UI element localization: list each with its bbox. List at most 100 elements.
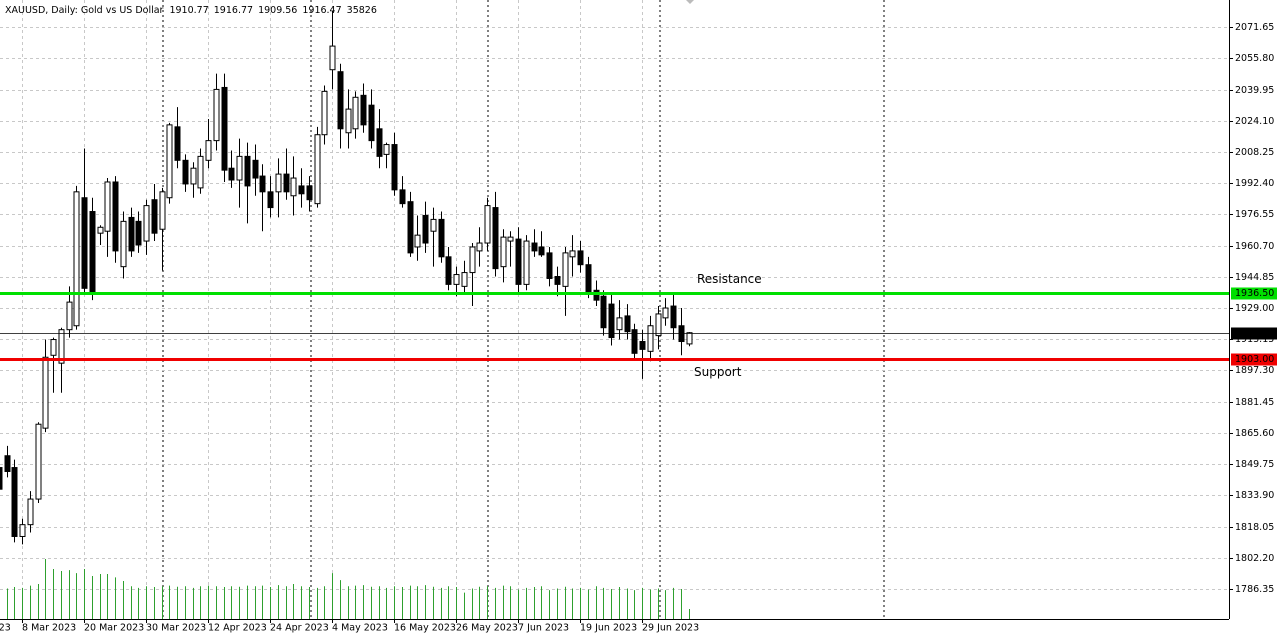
candle-body [228, 167, 235, 181]
candle-body [66, 301, 73, 331]
candle-body [97, 226, 104, 234]
candle-body [314, 134, 321, 205]
y-tick-label: 1833.90 [1235, 490, 1274, 501]
candle-body [624, 315, 631, 333]
candle-body [27, 498, 34, 526]
candle-body [484, 205, 491, 244]
last-high: 1916.77 [214, 5, 253, 16]
candle-body [538, 246, 545, 256]
y-tick-label: 1976.55 [1235, 209, 1274, 220]
candle-body [554, 276, 561, 285]
candle-body [73, 191, 80, 327]
x-tick-label: 24 Apr 2023 [270, 623, 329, 634]
vertical-grid [22, 0, 643, 619]
candle-body [593, 289, 600, 301]
candle-body [159, 191, 166, 230]
candle-body [11, 467, 18, 537]
candle-body [577, 250, 584, 266]
y-tick-label: 2008.25 [1235, 147, 1274, 158]
candle-body [453, 274, 460, 285]
candle-body [283, 173, 290, 193]
candle-body [492, 207, 499, 270]
candle-body [507, 236, 514, 242]
chart-title: XAUUSD, Daily: Gold vs US Dollar [5, 5, 164, 16]
candle-body [221, 86, 228, 171]
candle-body [112, 181, 119, 252]
candle-body [546, 252, 553, 279]
y-tick-label: 2071.65 [1235, 22, 1274, 33]
candle-body [104, 181, 111, 232]
candle-body [151, 199, 158, 234]
candle-body [569, 250, 576, 258]
price-label: 1916.47 [1235, 328, 1274, 339]
candle-body [35, 423, 42, 500]
candle-body [275, 173, 282, 193]
y-tick-label: 1992.40 [1235, 178, 1274, 189]
x-tick-label: 4 May 2023 [332, 623, 388, 634]
candle-body [321, 90, 328, 136]
level-price-label: 1936.50 [1235, 288, 1274, 299]
candle-body [515, 238, 522, 285]
last-volume: 35826 [347, 5, 377, 16]
candle-body [252, 159, 259, 179]
level-name: Support [694, 365, 742, 379]
candle-body [399, 189, 406, 205]
candle-body [143, 205, 150, 242]
candle-body [135, 220, 142, 246]
last-low: 1909.56 [258, 5, 297, 16]
last-close: 1916.47 [302, 5, 341, 16]
candle-body [523, 240, 530, 285]
candle-body [174, 126, 181, 161]
y-tick-label: 1849.75 [1235, 459, 1274, 470]
candle-body [345, 108, 352, 134]
chart-header: XAUUSD, Daily: Gold vs US Dollar 1910.77 1… [5, 5, 377, 16]
candle-body [562, 252, 569, 287]
period-separators [162, 0, 885, 619]
x-tick-label: 30 Mar 2023 [146, 623, 206, 634]
candle-body [461, 272, 468, 287]
y-tick-label: 1929.00 [1235, 303, 1274, 314]
candle-body [352, 96, 359, 130]
candle-body [476, 242, 483, 252]
candle-body [337, 71, 344, 130]
candle-body [267, 191, 274, 209]
candle-body [50, 339, 57, 356]
candle-body [686, 332, 693, 345]
y-tick-label: 2024.10 [1235, 116, 1274, 127]
y-tick-label: 2039.95 [1235, 85, 1274, 96]
candle-body [469, 246, 476, 274]
candle-body [616, 317, 623, 331]
y-tick-label: 1865.60 [1235, 428, 1274, 439]
y-tick-label: 1818.05 [1235, 522, 1274, 533]
candle-body [166, 124, 173, 199]
y-tick-label: 1881.45 [1235, 397, 1274, 408]
candle-body [190, 167, 197, 185]
candle-body [422, 214, 429, 244]
candle-body [329, 45, 336, 71]
candle-body [670, 305, 677, 329]
candle-body [383, 144, 390, 155]
candle-body [647, 325, 654, 352]
y-tick-label: 2055.80 [1235, 53, 1274, 64]
candle-body [391, 144, 398, 191]
candle-body [205, 140, 212, 161]
y-tick-label: 1944.85 [1235, 272, 1274, 283]
candle-body [531, 242, 538, 252]
candle-body [182, 159, 189, 185]
candle-body [4, 455, 11, 472]
x-tick-label: 26 May 2023 [456, 623, 518, 634]
candle-body [197, 155, 204, 189]
x-tick-label: 7 Jun 2023 [518, 623, 569, 634]
x-tick-label: 23 [0, 623, 11, 634]
x-tick-label: 16 May 2023 [394, 623, 456, 634]
candle-body [407, 201, 414, 254]
x-tick-label: 12 Apr 2023 [208, 623, 267, 634]
candle-body [500, 236, 507, 268]
price-box [1231, 327, 1277, 340]
plot-area [0, 10, 1229, 619]
level-name: Resistance [697, 272, 762, 286]
candle-body [360, 94, 367, 126]
candle-body [655, 313, 662, 337]
